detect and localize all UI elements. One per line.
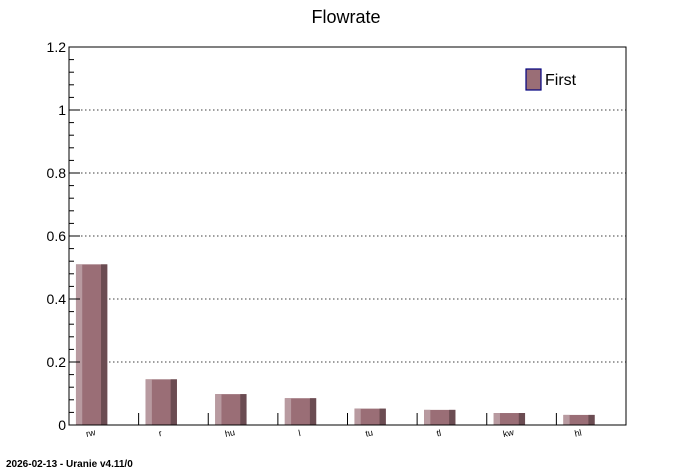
bar-shade	[449, 409, 456, 425]
bar-shade	[101, 264, 108, 425]
x-tick-label: hu	[224, 427, 236, 439]
bar-face	[424, 409, 456, 425]
y-tick-label: 0.4	[47, 291, 67, 307]
bar	[215, 394, 247, 425]
bar-highlight	[563, 414, 570, 425]
x-axis: rw r hu l tu tl kw hl	[85, 413, 583, 439]
x-tick-label: hl	[574, 427, 583, 438]
y-tick-label: 1.2	[47, 39, 67, 55]
bar-highlight	[215, 394, 222, 425]
x-tick-label: l	[298, 428, 302, 438]
x-tick-label: rw	[85, 427, 97, 439]
bar-shade	[379, 408, 386, 425]
y-axis: 0 0.2 0.4 0.6 0.8 1 1.2	[47, 39, 80, 433]
bar-shade	[588, 414, 595, 425]
bar	[145, 379, 177, 425]
grid-lines	[69, 109, 626, 363]
bar-shade	[518, 413, 526, 425]
bar-highlight	[424, 409, 431, 425]
legend-swatch	[525, 68, 542, 91]
y-tick-label: 0.2	[47, 354, 67, 370]
bar-shade	[240, 394, 247, 425]
y-tick-label: 0.8	[47, 165, 67, 181]
bar-face	[563, 414, 595, 425]
bar-shade	[309, 398, 317, 425]
y-tick-label: 0.6	[47, 228, 67, 244]
bar-face	[354, 408, 386, 425]
bar	[563, 414, 595, 425]
footer-text: 2026-02-13 - Uranie v4.11/0	[6, 459, 133, 470]
bar	[284, 398, 317, 425]
bar	[424, 409, 456, 425]
x-tick-label: tu	[364, 427, 373, 438]
bars	[75, 264, 595, 425]
chart-title: Flowrate	[311, 7, 380, 27]
x-tick-label: kw	[502, 427, 515, 439]
bar-highlight	[354, 408, 361, 425]
bar	[493, 413, 526, 425]
legend: First	[525, 68, 577, 91]
bar	[354, 408, 386, 425]
x-tick-label: tl	[436, 428, 442, 439]
legend-label: First	[545, 72, 577, 89]
bar-highlight	[493, 413, 500, 425]
bar-highlight	[75, 264, 83, 425]
x-tick-label: r	[158, 428, 163, 438]
bar-shade	[170, 379, 177, 425]
y-tick-label: 1	[58, 102, 66, 118]
y-tick-label: 0	[58, 417, 66, 433]
bar-highlight	[284, 398, 292, 425]
bar	[75, 264, 108, 425]
bar-highlight	[145, 379, 152, 425]
bar-face	[493, 413, 526, 425]
